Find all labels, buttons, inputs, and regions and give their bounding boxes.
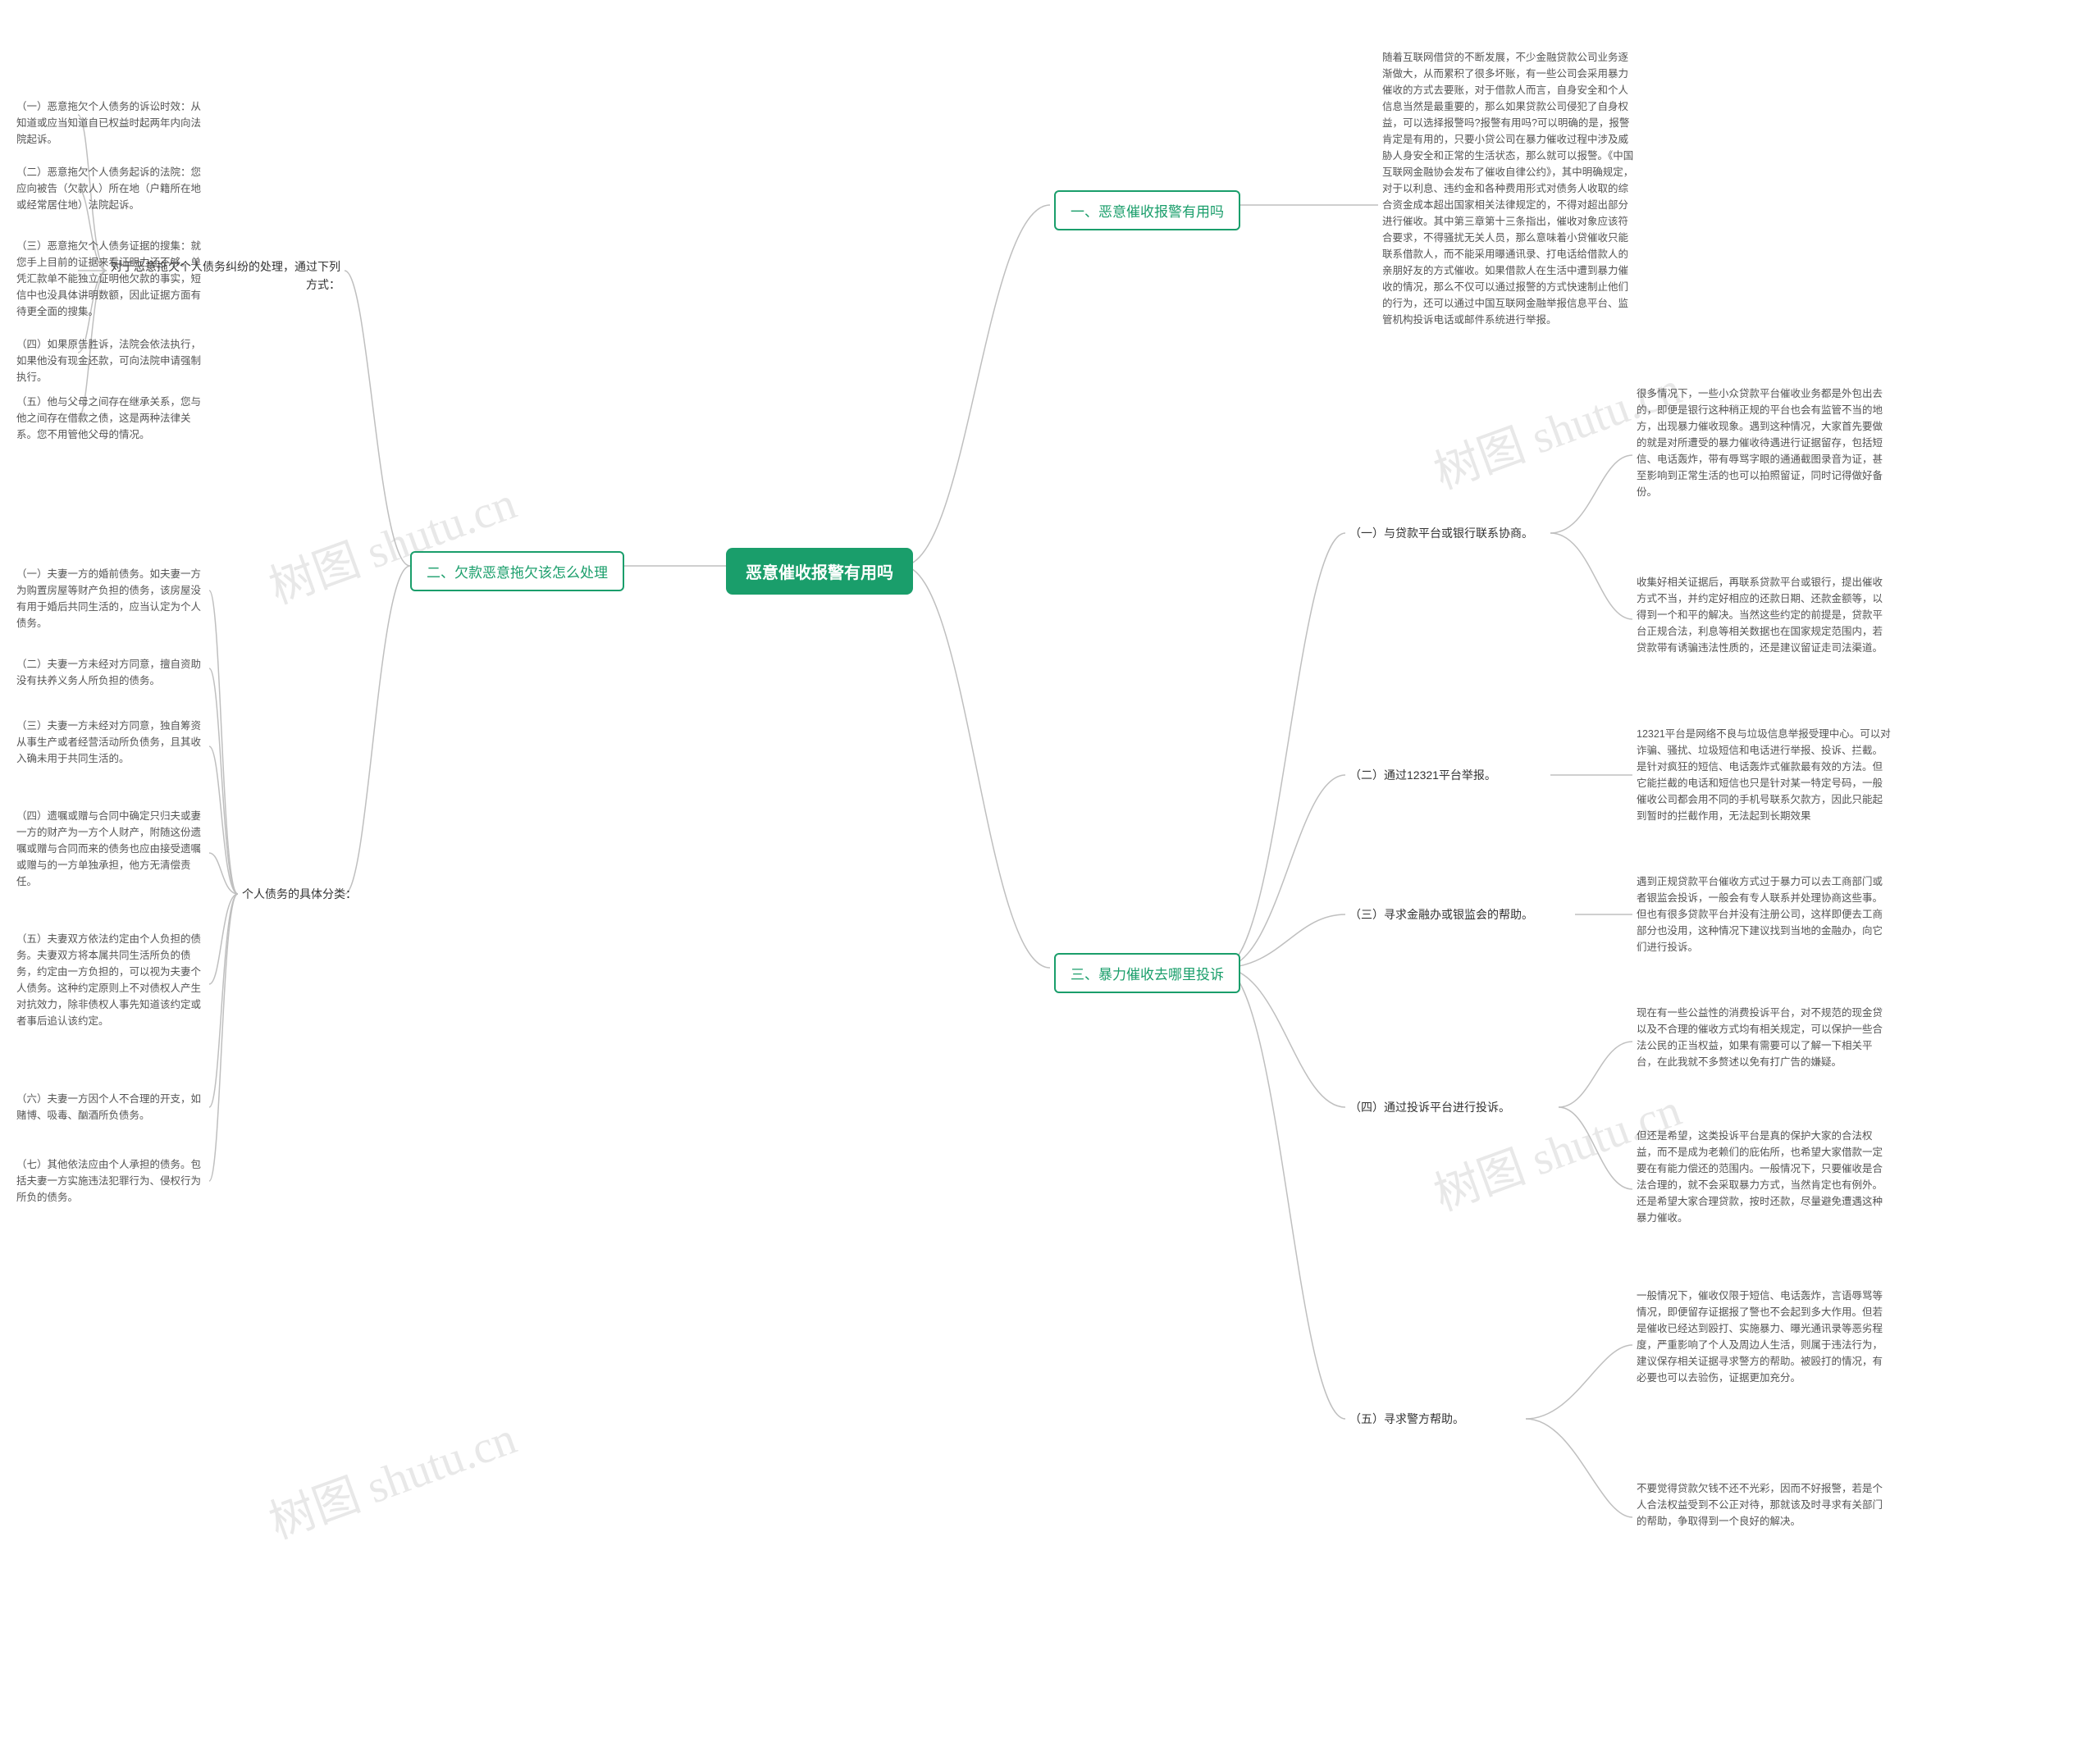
b3-s1-leaf-1: 很多情况下，一些小众贷款平台催收业务都是外包出去的，即便是银行这种稍正规的平台也… <box>1637 385 1891 500</box>
branch-2-sub-2: 个人债务的具体分类： <box>242 886 357 904</box>
branch-2: 二、欠款恶意拖欠该怎么处理 <box>410 551 624 591</box>
branch-3-sub-2: （二）通过12321平台举报。 <box>1349 767 1496 785</box>
b2-s2-leaf-6: （六）夫妻一方因个人不合理的开支，如赌博、吸毒、酗酒所负债务。 <box>16 1091 205 1124</box>
b2-s1-leaf-3: （三）恶意拖欠个人债务证据的搜集：就您手上目前的证据来看证明力还不够。单凭汇款单… <box>16 238 205 320</box>
branch-3-sub-4: （四）通过投诉平台进行投诉。 <box>1349 1099 1510 1117</box>
b2-s2-leaf-7: （七）其他依法应由个人承担的债务。包括夫妻一方实施违法犯罪行为、侵权行为所负的债… <box>16 1156 205 1206</box>
branch-3-sub-3: （三）寻求金融办或银监会的帮助。 <box>1349 906 1533 924</box>
b3-s1-leaf-2: 收集好相关证据后，再联系贷款平台或银行，提出催收方式不当，并约定好相应的还款日期… <box>1637 574 1891 656</box>
branch-3: 三、暴力催收去哪里投诉 <box>1054 953 1240 993</box>
b2-s1-leaf-2: （二）恶意拖欠个人债务起诉的法院：您应向被告（欠款人）所在地（户籍所在地或经常居… <box>16 164 205 213</box>
b3-s2-leaf-1: 12321平台是网络不良与垃圾信息举报受理中心。可以对诈骗、骚扰、垃圾短信和电话… <box>1637 726 1891 824</box>
mindmap-container: 恶意催收报警有用吗 一、恶意催收报警有用吗 随着互联网借贷的不断发展，不少金融贷… <box>0 0 2100 1760</box>
b3-s5-leaf-1: 一般情况下，催收仅限于短信、电话轰炸，言语辱骂等情况，即便留存证据报了警也不会起… <box>1637 1288 1891 1386</box>
b2-s1-leaf-5: （五）他与父母之间存在继承关系，您与他之间存在借款之债，这是两种法律关系。您不用… <box>16 394 205 443</box>
b2-s1-leaf-4: （四）如果原告胜诉，法院会依法执行，如果他没有现金还款，可向法院申请强制执行。 <box>16 336 205 385</box>
b2-s2-leaf-4: （四）遗嘱或赠与合同中确定只归夫或妻一方的财产为一方个人财产，附随这份遗嘱或赠与… <box>16 808 205 890</box>
b2-s2-leaf-2: （二）夫妻一方未经对方同意，擅自资助没有扶养义务人所负担的债务。 <box>16 656 205 689</box>
b2-s2-leaf-3: （三）夫妻一方未经对方同意，独自筹资从事生产或者经营活动所负债务，且其收入确未用… <box>16 718 205 767</box>
branch-1-leaf: 随着互联网借贷的不断发展，不少金融贷款公司业务逐渐做大，从而累积了很多坏账，有一… <box>1382 49 1637 328</box>
b2-s2-leaf-1: （一）夫妻一方的婚前债务。如夫妻一方为购置房屋等财产负担的债务，该房屋没有用于婚… <box>16 566 205 632</box>
b2-s1-leaf-1: （一）恶意拖欠个人债务的诉讼时效：从知道或应当知道自已权益时起两年内向法院起诉。 <box>16 98 205 148</box>
branch-1: 一、恶意催收报警有用吗 <box>1054 190 1240 230</box>
branch-3-sub-5: （五）寻求警方帮助。 <box>1349 1411 1464 1429</box>
b3-s3-leaf-1: 遇到正规贷款平台催收方式过于暴力可以去工商部门或者银监会投诉，一般会有专人联系并… <box>1637 873 1891 955</box>
b3-s4-leaf-2: 但还是希望，这类投诉平台是真的保护大家的合法权益，而不是成为老赖们的庇佑所，也希… <box>1637 1128 1891 1226</box>
b3-s4-leaf-1: 现在有一些公益性的消费投诉平台，对不规范的现金贷以及不合理的催收方式均有相关规定… <box>1637 1005 1891 1070</box>
b2-s2-leaf-5: （五）夫妻双方依法约定由个人负担的债务。夫妻双方将本属共同生活所负的债务，约定由… <box>16 931 205 1029</box>
b3-s5-leaf-2: 不要觉得贷款欠钱不还不光彩，因而不好报警，若是个人合法权益受到不公正对待，那就该… <box>1637 1480 1891 1530</box>
branch-3-sub-1: （一）与贷款平台或银行联系协商。 <box>1349 525 1533 543</box>
root-node: 恶意催收报警有用吗 <box>726 548 913 595</box>
